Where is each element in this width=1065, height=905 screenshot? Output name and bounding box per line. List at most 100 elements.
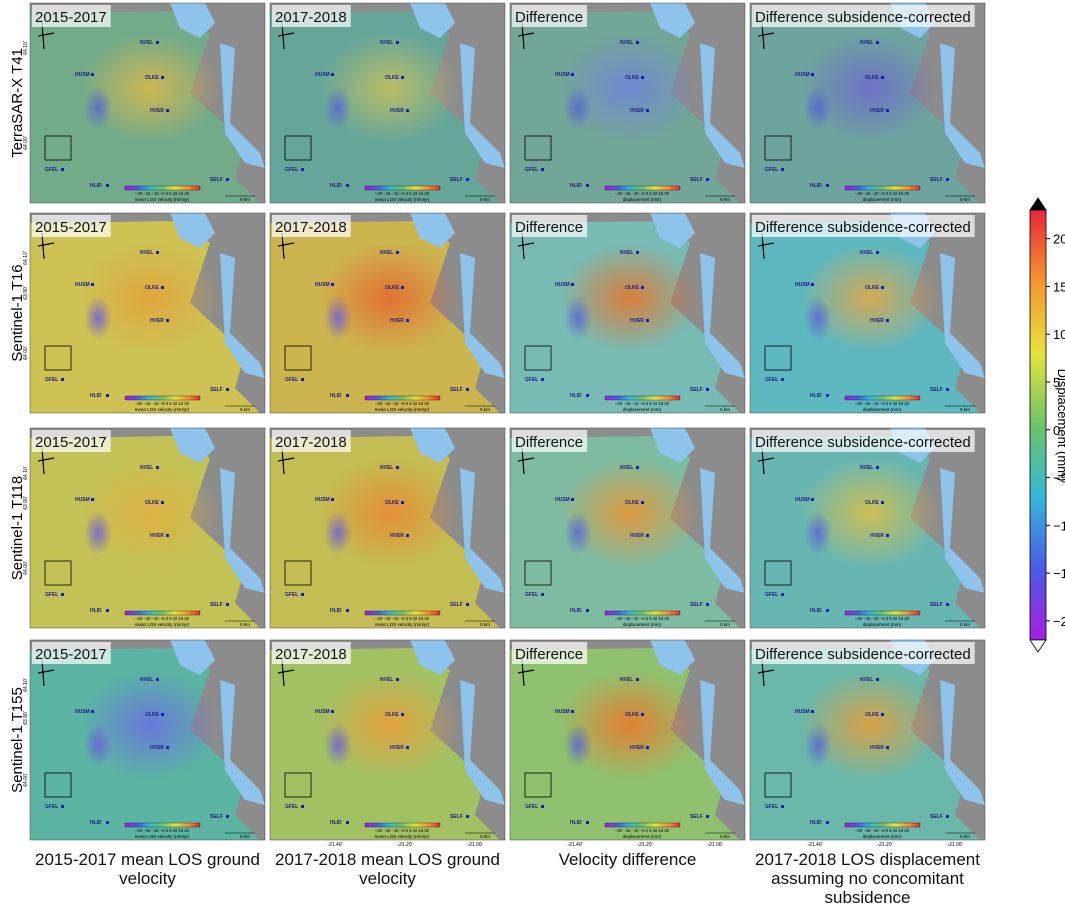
station-label: OLKE [385,75,400,81]
station-marker [946,178,949,181]
panel-title-bg [272,215,351,237]
station-marker [226,178,229,181]
station-marker [886,109,889,112]
station-label: SELF [930,814,943,820]
station-marker [301,168,304,171]
panel-frame [749,212,986,414]
station-label: HLID [90,183,102,189]
map-panel: NVEL HUSM OLKE HVER GFEL HLID SELF −20 −15 −10 … [509,639,746,841]
inset-colorbar [364,822,441,828]
station-label: HVER [390,533,404,539]
panel-title-bg [512,642,588,664]
station-label: GFEL [45,592,58,598]
station-label: HVER [150,533,164,539]
station-marker [466,815,469,818]
station-label: HLID [810,393,822,399]
station-label: HLID [810,820,822,826]
inset-colorbar-ticks: −20 −15 −10 −5 0 5 10 15 20 [375,401,430,406]
column-label: 2017-2018 LOS displacement assuming no c… [755,850,980,905]
column-label: 2015-2017 mean LOS ground velocity [35,850,260,888]
colorbar-tick-label: 5 [1053,375,1060,390]
station-label: HVER [870,745,884,751]
panel-title: 2017-2018 [275,646,347,663]
deformation-signal [320,243,460,353]
lon-label: -21.00' [707,842,722,848]
station-label: HUSM [555,72,570,78]
station-marker [571,73,574,76]
inset-colorbar [124,395,201,401]
station-marker [161,713,164,716]
station-marker [61,593,64,596]
station-marker [881,501,884,504]
station-marker [106,609,109,612]
lat-label: 63.90' [23,286,29,300]
station-marker [886,534,889,537]
station-marker [91,710,94,713]
lat-label: 63.90' [23,496,29,510]
station-label: HVER [390,318,404,324]
colorbar-extend-top [1029,197,1047,211]
north-arrow [37,22,55,50]
map-panel: NVEL HUSM OLKE HVER GFEL HLID SELF −20 −15 −10 … [509,2,746,204]
north-arrow [277,659,295,687]
colorbar-tick-label: −15 [1053,566,1065,581]
north-arrow [517,232,535,260]
panel-title: Difference [515,219,583,236]
station-label: GFEL [45,804,58,810]
panel-frame [269,427,506,629]
inset-colorbar [604,395,681,401]
station-marker [61,378,64,381]
inset-colorbar-ticks: −20 −15 −10 −5 0 5 10 15 20 [375,828,430,833]
station-marker [406,746,409,749]
station-marker [91,498,94,501]
map-panel: NVEL HUSM OLKE HVER GFEL HLID SELF −20 −15 −10 … [509,212,746,414]
study-box [44,135,72,161]
station-label: OLKE [145,712,160,718]
station-marker [646,109,649,112]
station-marker [571,498,574,501]
station-label: HLID [90,820,102,826]
station-label: OLKE [385,712,400,718]
station-label: NVEL [620,250,633,256]
station-marker [346,609,349,612]
panel-title: Difference subsidence-corrected [755,646,971,663]
station-marker [636,466,639,469]
panel-title: 2015-2017 [35,219,107,236]
scale-bar-label: 5 km [960,622,970,627]
study-box [764,135,792,161]
station-marker [401,501,404,504]
station-marker [166,534,169,537]
study-box [524,560,552,586]
station-marker [331,73,334,76]
map-panel: NVEL HUSM OLKE HVER GFEL HLID SELF −20 −15 −10 … [269,639,506,841]
inset-colorbar-label: displacement (mm) [863,622,902,627]
station-marker [406,109,409,112]
study-box [524,772,552,798]
station-marker [396,678,399,681]
lake [170,428,265,593]
station-label: NVEL [380,250,393,256]
station-marker [706,603,709,606]
station-label: HUSM [75,282,90,288]
inset-colorbar-ticks: −20 −15 −10 −5 0 5 10 15 20 [135,401,190,406]
panel-title: Difference [515,646,583,663]
colorbar-tick-label: −5 [1053,471,1065,486]
inset-colorbar [604,822,681,828]
station-marker [541,593,544,596]
column-label: Velocity difference [558,850,697,869]
station-marker [886,746,889,749]
station-label: GFEL [765,377,778,383]
lat-label: 64.00' [23,346,29,360]
north-arrow [37,447,55,475]
station-label: OLKE [145,285,160,291]
north-arrow [277,22,295,50]
station-marker [781,168,784,171]
inset-colorbar [844,395,921,401]
subsidence-signal [324,723,352,767]
panel-title: 2015-2017 [35,434,107,451]
inset-colorbar-label: mean LOS velocity (mm/yr) [135,622,190,627]
colorbar-tick-label: −10 [1053,518,1065,533]
station-label: HLID [90,608,102,614]
station-label: OLKE [625,712,640,718]
station-label: HVER [630,108,644,114]
